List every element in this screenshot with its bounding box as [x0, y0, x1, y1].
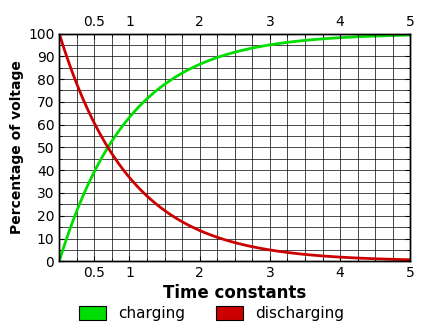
- Legend: charging, discharging: charging, discharging: [72, 300, 351, 327]
- Y-axis label: Percentage of voltage: Percentage of voltage: [10, 60, 24, 234]
- X-axis label: Time constants: Time constants: [163, 284, 306, 302]
